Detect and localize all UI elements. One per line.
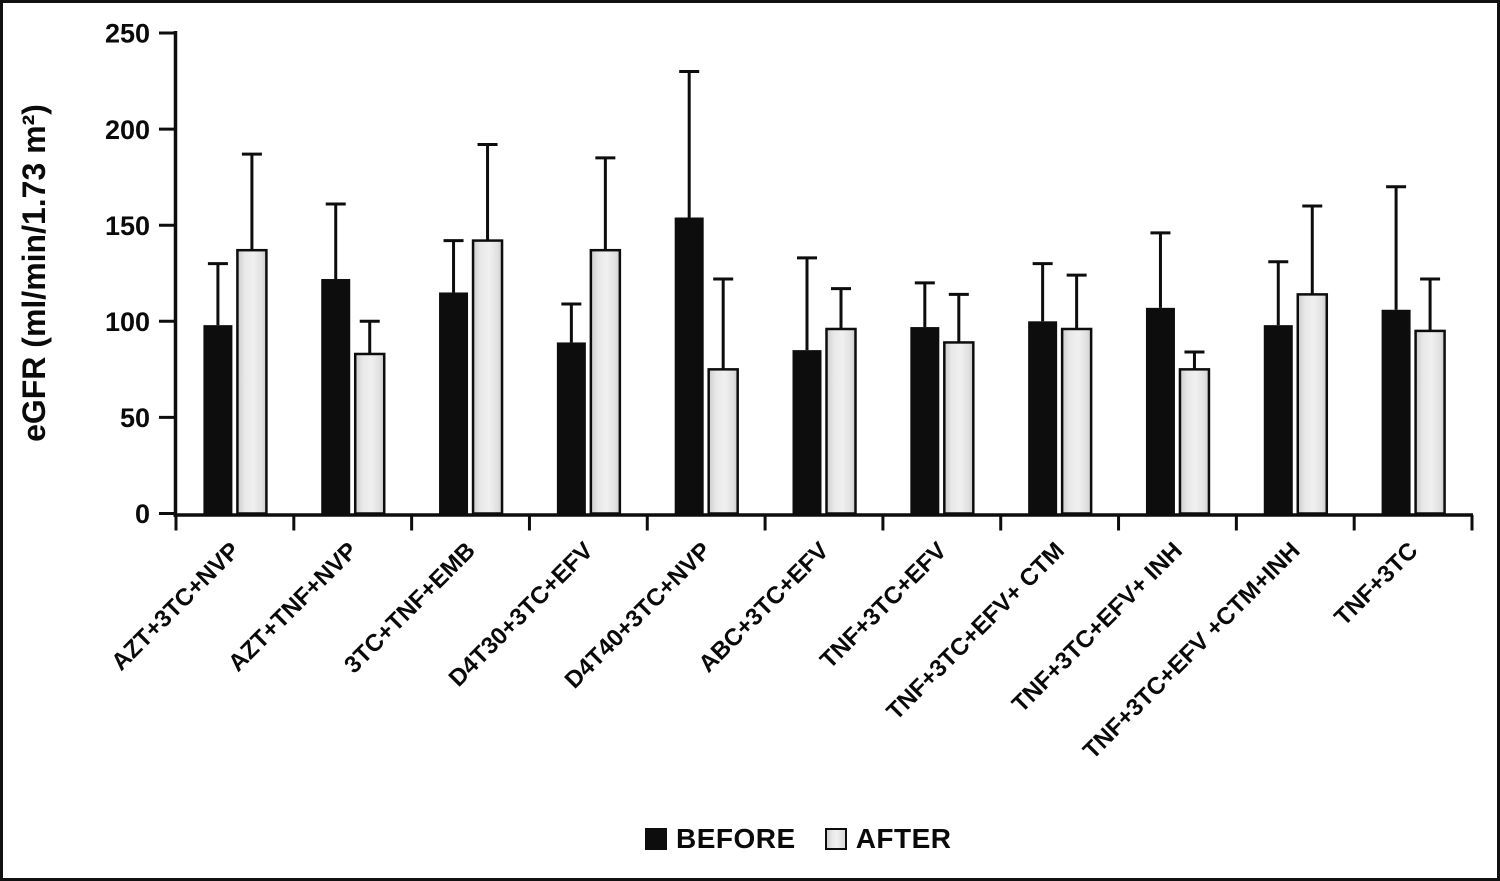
bar-after-0 xyxy=(236,248,268,515)
x-category-label-10: TNF+3TC xyxy=(1329,537,1423,631)
bar-before-0 xyxy=(203,325,233,514)
x-category-label-0: AZT+3TC+NVP xyxy=(106,537,245,676)
bar-after-9 xyxy=(1296,293,1329,515)
y-tick-label-4: 200 xyxy=(105,115,150,145)
y-tick-label-0: 0 xyxy=(135,499,150,529)
bar-before-6 xyxy=(910,327,940,514)
bar-before-4 xyxy=(674,217,704,514)
bar-after-8 xyxy=(1178,368,1211,515)
bar-after-2 xyxy=(471,239,504,515)
bar-before-10 xyxy=(1381,309,1411,514)
legend-label-after: AFTER xyxy=(855,823,952,854)
bar-before-5 xyxy=(792,350,822,514)
bar-before-2 xyxy=(439,292,469,514)
bar-before-1 xyxy=(321,279,351,514)
bar-after-5 xyxy=(825,327,857,515)
y-tick-label-2: 100 xyxy=(105,307,150,337)
bar-before-3 xyxy=(556,342,586,514)
bar-before-8 xyxy=(1145,307,1175,514)
y-tick-label-5: 250 xyxy=(105,19,150,49)
bar-after-1 xyxy=(353,352,386,515)
bar-after-10 xyxy=(1414,329,1446,515)
y-tick-label-3: 150 xyxy=(105,211,150,241)
bar-chart: 050100150200250AZT+3TC+NVPAZT+TNF+NVP3TC… xyxy=(16,19,1474,765)
legend-swatch-after xyxy=(824,828,847,850)
legend: BEFORE AFTER xyxy=(645,823,952,855)
bar-after-7 xyxy=(1060,327,1093,515)
bar-after-4 xyxy=(707,368,739,515)
y-axis-title: eGFR (ml/min/1.73 m²) xyxy=(16,104,52,442)
x-category-label-6: TNF+3TC+EFV xyxy=(815,537,952,674)
bar-before-9 xyxy=(1263,325,1293,514)
legend-swatch-before xyxy=(645,828,667,850)
x-category-label-5: ABC+3TC+EFV xyxy=(693,537,834,678)
x-category-label-9: TNF+3TC+EFV +CTM+INH xyxy=(1078,537,1305,764)
y-tick-label-1: 50 xyxy=(120,403,150,433)
legend-label-before: BEFORE xyxy=(676,823,796,854)
bar-before-7 xyxy=(1028,321,1058,514)
bar-after-6 xyxy=(943,341,975,515)
bar-after-3 xyxy=(589,248,622,515)
